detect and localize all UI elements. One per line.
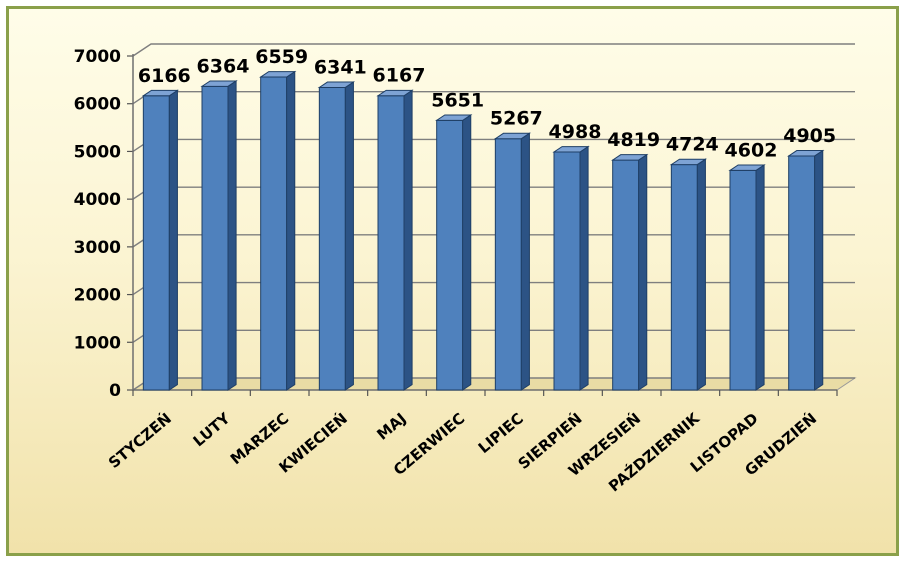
bar-side	[696, 158, 706, 391]
bar	[669, 158, 708, 391]
bar	[435, 114, 473, 391]
bar-side	[286, 70, 296, 391]
bar	[317, 81, 356, 391]
data-label: 4602	[725, 139, 778, 161]
bar	[611, 153, 649, 391]
y-tick-label: 5000	[74, 142, 121, 162]
bar-top	[376, 89, 414, 97]
bars	[141, 70, 825, 391]
bar-front	[788, 155, 816, 391]
chart-frame: 0 1000 2000 3000 4000 5000 6000 7000 6166 6364 65…	[6, 6, 899, 556]
bar-top	[200, 80, 238, 87]
data-label: 5267	[490, 108, 543, 130]
data-label: 5651	[431, 89, 484, 111]
bar	[200, 80, 238, 391]
data-label: 4905	[783, 125, 836, 147]
bar	[787, 149, 825, 391]
bar-top	[669, 158, 708, 166]
data-label: 4724	[666, 134, 719, 156]
bar-side	[462, 114, 472, 391]
data-label: 6341	[314, 56, 367, 78]
y-tick-labels: 0 1000 2000 3000 4000 5000 6000 7000	[74, 47, 121, 401]
bar-top	[141, 89, 180, 97]
data-label: 4819	[607, 129, 660, 151]
bar	[259, 70, 297, 391]
bar-side	[344, 81, 354, 391]
y-tick-label: 0	[109, 381, 121, 401]
bar	[552, 145, 590, 391]
bar-front	[553, 151, 581, 391]
bar-top	[728, 164, 766, 171]
x-tick-label: STYCZEŃ	[104, 409, 174, 472]
bar-side	[755, 164, 765, 391]
bar-front	[729, 169, 757, 391]
bar-top	[317, 81, 356, 88]
bar-front	[612, 159, 640, 391]
x-tick-label: LIPIEC	[475, 409, 527, 457]
bar-front	[201, 85, 229, 391]
bar-front	[377, 95, 405, 391]
bar-side	[520, 132, 530, 391]
bar-top	[552, 146, 590, 153]
bar-side	[579, 145, 589, 391]
bar-front	[494, 138, 522, 391]
bar-side	[227, 80, 237, 391]
data-label: 6166	[138, 65, 191, 87]
data-label: 4988	[549, 121, 602, 143]
bar-front	[436, 119, 464, 391]
y-tick-label: 7000	[74, 47, 121, 67]
x-tick-label: LUTY	[190, 409, 235, 451]
bar-side	[814, 149, 824, 391]
bar-front	[260, 76, 288, 391]
bar-front	[670, 164, 698, 391]
gridline	[132, 43, 855, 57]
bar	[728, 164, 766, 391]
bar-front	[142, 95, 170, 391]
y-tick-label: 2000	[74, 286, 121, 306]
y-tick-label: 6000	[74, 95, 121, 115]
bar-side	[168, 89, 178, 391]
bar-side	[403, 89, 413, 391]
data-label: 6559	[255, 46, 308, 68]
bar-top	[787, 150, 825, 157]
bar-side	[638, 153, 648, 391]
bar-top	[435, 114, 473, 121]
bar	[493, 132, 532, 391]
data-label: 6364	[197, 55, 250, 77]
bar-top	[611, 154, 649, 161]
bar	[376, 89, 414, 391]
bar-chart: 0 1000 2000 3000 4000 5000 6000 7000 6166 6364 65…	[74, 43, 857, 496]
bar	[141, 89, 180, 391]
y-tick-label: 3000	[74, 238, 121, 258]
data-label: 6167	[373, 65, 426, 87]
axes	[127, 54, 838, 396]
y-tick-label: 4000	[74, 190, 121, 210]
bar-top	[493, 132, 532, 140]
y-tick-label: 1000	[74, 333, 121, 353]
bar-front	[318, 86, 346, 391]
gridline	[132, 91, 855, 105]
x-tick-label: MAJ	[373, 409, 409, 443]
bar-top	[259, 71, 297, 78]
